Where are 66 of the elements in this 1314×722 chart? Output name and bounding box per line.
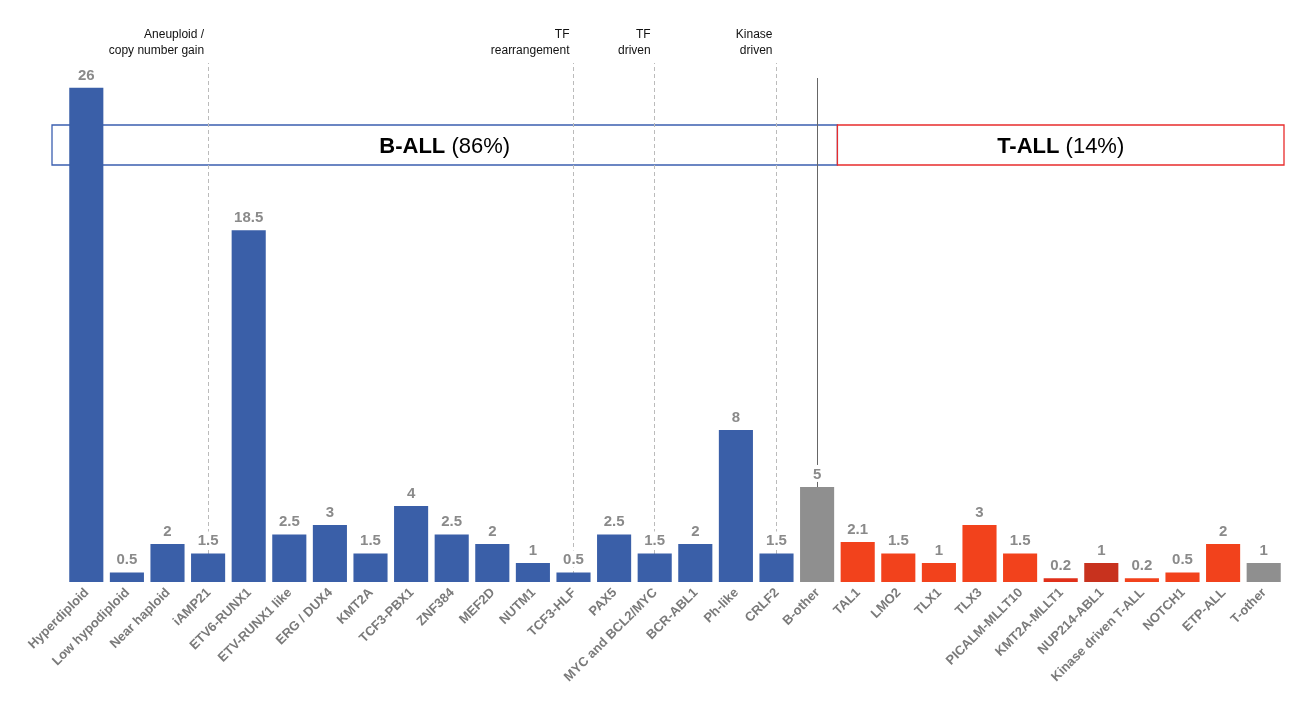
- data-label: 8: [731, 407, 741, 425]
- data-label: 1.5: [197, 531, 219, 549]
- data-label: 3: [325, 502, 335, 520]
- bar: [312, 524, 347, 582]
- bar: [191, 553, 226, 582]
- bar: [109, 572, 144, 582]
- data-label: 1: [1259, 540, 1268, 558]
- data-label: 1.5: [360, 531, 381, 549]
- data-label: 0.5: [116, 550, 138, 568]
- data-label: 2: [1218, 521, 1228, 539]
- bar: [637, 553, 672, 582]
- bar: [1003, 553, 1038, 582]
- bar: [840, 542, 875, 582]
- bar: [1246, 562, 1281, 582]
- data-label: 5: [812, 464, 822, 482]
- ref-line-label: TF rearrangement: [490, 27, 571, 57]
- bar: [556, 572, 591, 582]
- bar: [1043, 578, 1078, 582]
- data-label: 1.5: [644, 531, 666, 549]
- data-label: 2.5: [603, 512, 625, 530]
- ref-line-label: Kinase driven: [735, 27, 773, 57]
- data-label: 2.5: [441, 512, 463, 530]
- data-label: 1: [1097, 540, 1106, 558]
- data-label: 2.5: [278, 512, 300, 530]
- bar: [231, 230, 266, 582]
- data-label: 0.2: [1131, 556, 1153, 574]
- bar: [718, 429, 753, 582]
- data-label: 18.5: [234, 208, 264, 226]
- ref-line-label: Aneuploid / copy number gain: [108, 27, 205, 57]
- data-label: 4: [406, 483, 416, 501]
- data-label: 0.5: [1172, 550, 1193, 568]
- bar: [800, 486, 835, 582]
- bar: [678, 543, 713, 582]
- bar: [759, 553, 794, 582]
- bar: [272, 534, 307, 582]
- data-label: 0.5: [563, 550, 584, 568]
- bar: [1165, 572, 1200, 582]
- bar: [69, 87, 104, 582]
- data-label: 1.5: [1009, 531, 1031, 549]
- bar: [1124, 578, 1159, 582]
- bar: [921, 562, 956, 582]
- bar: [394, 505, 429, 582]
- bar: [515, 562, 550, 582]
- bar: [1206, 543, 1241, 582]
- data-label: 1.5: [887, 531, 909, 549]
- data-label: 0.2: [1050, 556, 1072, 574]
- bar: [1084, 562, 1119, 582]
- data-label: 1.5: [766, 531, 787, 549]
- bar: [475, 543, 510, 582]
- bar: [353, 553, 388, 582]
- data-label: 2: [163, 521, 172, 539]
- ref-line-label: TF driven: [618, 27, 651, 57]
- band-label: T-ALL (14%): [997, 132, 1125, 158]
- data-label: 2: [488, 521, 497, 539]
- bar: [962, 524, 997, 582]
- data-label: 2.1: [847, 520, 869, 538]
- data-label: 26: [77, 65, 95, 83]
- data-label: 1: [528, 540, 538, 558]
- data-label: 2: [691, 521, 700, 539]
- bar: [434, 534, 469, 582]
- bar: [881, 553, 916, 582]
- bar: [150, 543, 185, 582]
- band-label: B-ALL (86%): [379, 132, 511, 158]
- data-label: 3: [975, 502, 984, 520]
- bar: [597, 534, 632, 582]
- data-label: 1: [934, 540, 944, 558]
